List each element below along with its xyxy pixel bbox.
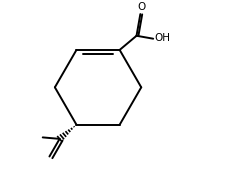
Text: OH: OH [154,33,170,43]
Text: O: O [136,2,145,12]
